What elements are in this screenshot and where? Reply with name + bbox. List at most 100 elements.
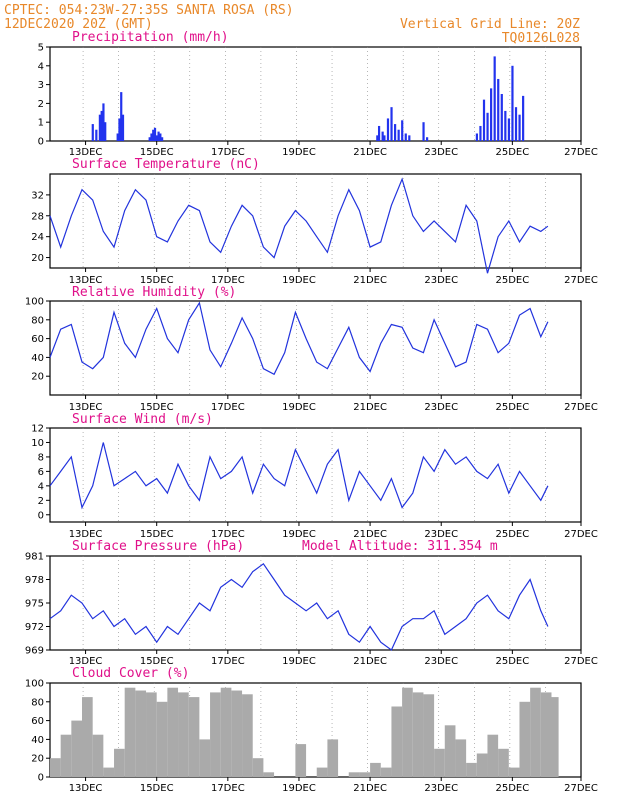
cloud-bar <box>178 692 189 777</box>
cloud-bar <box>487 734 499 777</box>
y-tick-label: 40 <box>31 353 44 364</box>
precip-bar <box>121 114 125 141</box>
y-tick-label: 4 <box>38 481 44 492</box>
x-tick-label: 25DEC <box>495 783 529 794</box>
panel-title: Relative Humidity (%) <box>72 285 236 300</box>
x-tick-label: 15DEC <box>140 783 174 794</box>
y-tick-label: 2 <box>38 496 44 507</box>
cloud-bar <box>466 762 477 777</box>
cloud-bar <box>220 687 232 777</box>
x-tick-label: 23DEC <box>424 656 458 667</box>
x-tick-label: 27DEC <box>564 529 598 540</box>
x-tick-label: 19DEC <box>282 147 316 158</box>
precip-bar <box>425 137 429 141</box>
cloud-bar <box>71 720 83 777</box>
cloud-bar <box>498 748 509 777</box>
y-tick-label: 969 <box>25 646 44 657</box>
precip-bar <box>408 135 411 141</box>
cloud-bar <box>263 772 275 777</box>
cloud-bar <box>327 739 339 777</box>
precip-bar <box>493 56 496 141</box>
y-tick-label: 80 <box>31 315 44 326</box>
precip-bar <box>155 135 158 141</box>
header-date: 12DEC2020 20Z (GMT) <box>4 17 153 32</box>
cloud-bar <box>402 687 413 777</box>
x-tick-label: 15DEC <box>140 147 174 158</box>
x-tick-label: 15DEC <box>140 275 174 286</box>
cloud-bar <box>242 694 253 777</box>
cloud-bar <box>92 734 104 777</box>
panel-title: Surface Pressure (hPa) <box>72 539 244 554</box>
precip-bar <box>118 118 121 141</box>
cloud-bar <box>530 687 541 777</box>
y-tick-label: 1 <box>38 118 44 129</box>
panel-frame <box>49 427 582 523</box>
panel-5: Cloud Cover (%) 0 20 40 60 80 100 13DEC 15DEC 17D… <box>25 666 598 794</box>
cloud-bar <box>547 697 559 777</box>
x-tick-label: 13DEC <box>69 783 103 794</box>
precip-bar <box>393 124 397 141</box>
x-tick-label: 25DEC <box>495 656 529 667</box>
x-tick-label: 15DEC <box>140 656 174 667</box>
cloud-bar <box>82 697 93 777</box>
precip-bar <box>91 124 94 141</box>
x-tick-label: 23DEC <box>424 783 458 794</box>
series-line <box>49 301 549 376</box>
precip-bar <box>479 125 482 141</box>
precip-bar <box>511 65 514 141</box>
cloud-bar <box>508 767 520 777</box>
y-tick-label: 0 <box>38 510 44 521</box>
x-tick-label: 25DEC <box>495 147 529 158</box>
x-tick-label: 21DEC <box>353 147 387 158</box>
panel-title: Cloud Cover (%) <box>72 666 189 681</box>
y-tick-label: 4 <box>38 61 44 72</box>
panel-annotation: Model Altitude: 311.354 m <box>302 539 498 554</box>
series-line <box>49 442 549 510</box>
cloud-bar <box>146 692 157 777</box>
precip-bar <box>100 110 103 141</box>
x-tick-label: 13DEC <box>69 656 103 667</box>
cloud-bar <box>210 692 221 777</box>
precip-bar <box>120 92 123 141</box>
cloud-bar <box>455 739 467 777</box>
precip-bar <box>404 133 407 141</box>
x-tick-label: 23DEC <box>424 147 458 158</box>
cloud-bar <box>60 734 72 777</box>
cloud-bar <box>231 690 243 777</box>
precip-bar <box>486 112 489 141</box>
cloud-bar <box>167 687 179 777</box>
y-tick-label: 978 <box>25 575 44 586</box>
x-tick-label: 19DEC <box>282 402 316 413</box>
cloud-bar <box>359 772 371 777</box>
x-tick-label: 19DEC <box>282 656 316 667</box>
x-tick-label: 25DEC <box>495 529 529 540</box>
x-tick-label: 17DEC <box>211 275 245 286</box>
cloud-bar <box>50 758 61 777</box>
x-tick-label: 27DEC <box>564 275 598 286</box>
precip-bar <box>522 95 525 141</box>
precip-bar <box>497 78 500 141</box>
y-tick-label: 981 <box>25 552 44 563</box>
cloud-bar <box>103 767 115 777</box>
precip-bar <box>116 133 119 141</box>
precip-bar <box>504 110 507 141</box>
header-station: CPTEC: 054:23W-27:35S SANTA ROSA (RS) <box>4 3 294 18</box>
x-tick-label: 21DEC <box>353 783 387 794</box>
x-tick-label: 19DEC <box>282 275 316 286</box>
precip-bar <box>500 94 503 141</box>
cloud-bar <box>444 725 456 777</box>
cloud-bar <box>412 692 424 777</box>
x-tick-label: 25DEC <box>495 275 529 286</box>
cloud-bar <box>370 762 381 777</box>
x-tick-label: 23DEC <box>424 529 458 540</box>
x-tick-label: 13DEC <box>69 529 103 540</box>
precip-bar <box>475 133 478 141</box>
panel-title: Precipitation (mm/h) <box>72 30 229 45</box>
precip-bar <box>95 129 98 141</box>
y-tick-label: 8 <box>38 452 44 463</box>
precip-bar <box>490 88 493 141</box>
cloud-bar <box>519 701 531 777</box>
x-tick-label: 21DEC <box>353 656 387 667</box>
cloud-bar <box>124 687 136 777</box>
x-tick-label: 19DEC <box>282 783 316 794</box>
